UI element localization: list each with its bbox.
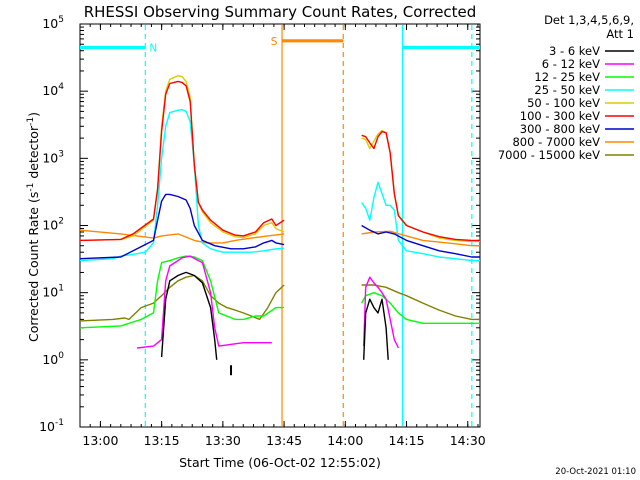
legend-label: 300 - 800 keV <box>520 122 600 136</box>
legend-label: 100 - 300 keV <box>520 109 600 123</box>
y-axis-ticks: 105 104 103 102 101 100 10-1 <box>39 15 480 434</box>
marker-label: S <box>271 36 278 48</box>
x-tick-label: 13:00 <box>82 433 118 448</box>
attenuator-markers: NS <box>80 25 480 426</box>
x-tick-label: 14:15 <box>389 433 425 448</box>
y-tick-label: 100 <box>42 351 64 367</box>
series-line <box>79 274 480 322</box>
series-point <box>230 365 233 376</box>
y-tick-label: 102 <box>42 217 64 233</box>
legend-label: 6 - 12 keV <box>542 57 600 71</box>
series-line <box>160 271 389 360</box>
series-line <box>79 229 480 247</box>
series-line <box>79 80 480 242</box>
x-tick-label: 13:30 <box>205 433 241 448</box>
legend-label: 12 - 25 keV <box>534 70 600 84</box>
chart-title: RHESSI Observing Summary Count Rates, Co… <box>84 3 477 21</box>
y-tick-label: 105 <box>42 15 64 31</box>
series-line <box>79 255 480 329</box>
plot-frame <box>79 23 481 428</box>
y-tick-label: 10-1 <box>39 418 64 434</box>
series-line <box>79 75 480 243</box>
y-axis-label: Corrected Count Rate (s-1 detector-1) <box>26 112 41 342</box>
legend-header-line2: Att 1 <box>606 27 634 41</box>
x-tick-label: 14:30 <box>450 433 486 448</box>
series-group <box>79 75 480 376</box>
x-tick-label: 13:15 <box>144 433 180 448</box>
y-tick-label: 104 <box>42 82 64 98</box>
legend-label: 3 - 6 keV <box>549 44 600 58</box>
legend-label: 7000 - 15000 keV <box>498 148 600 162</box>
legend-header-line1: Det 1,3,4,5,6,9, <box>544 13 634 27</box>
y-tick-label: 103 <box>42 149 64 165</box>
x-tick-label: 14:00 <box>327 433 363 448</box>
series-line <box>79 109 480 262</box>
x-axis-label: Start Time (06-Oct-02 12:55:02) <box>179 455 381 470</box>
y-tick-label: 101 <box>42 284 64 300</box>
legend-label: 25 - 50 keV <box>534 83 600 97</box>
x-tick-label: 13:45 <box>266 433 302 448</box>
marker-label: N <box>149 43 157 55</box>
x-axis-ticks: 13:00 13:15 13:30 13:45 14:00 14:15 14:30 <box>79 24 486 448</box>
legend-label: 50 - 100 keV <box>527 96 600 110</box>
series-line <box>79 193 480 260</box>
footer-timestamp: 20-Oct-2021 01:10 <box>555 467 636 477</box>
series-line <box>137 255 400 349</box>
legend-label: 800 - 7000 keV <box>512 135 600 149</box>
